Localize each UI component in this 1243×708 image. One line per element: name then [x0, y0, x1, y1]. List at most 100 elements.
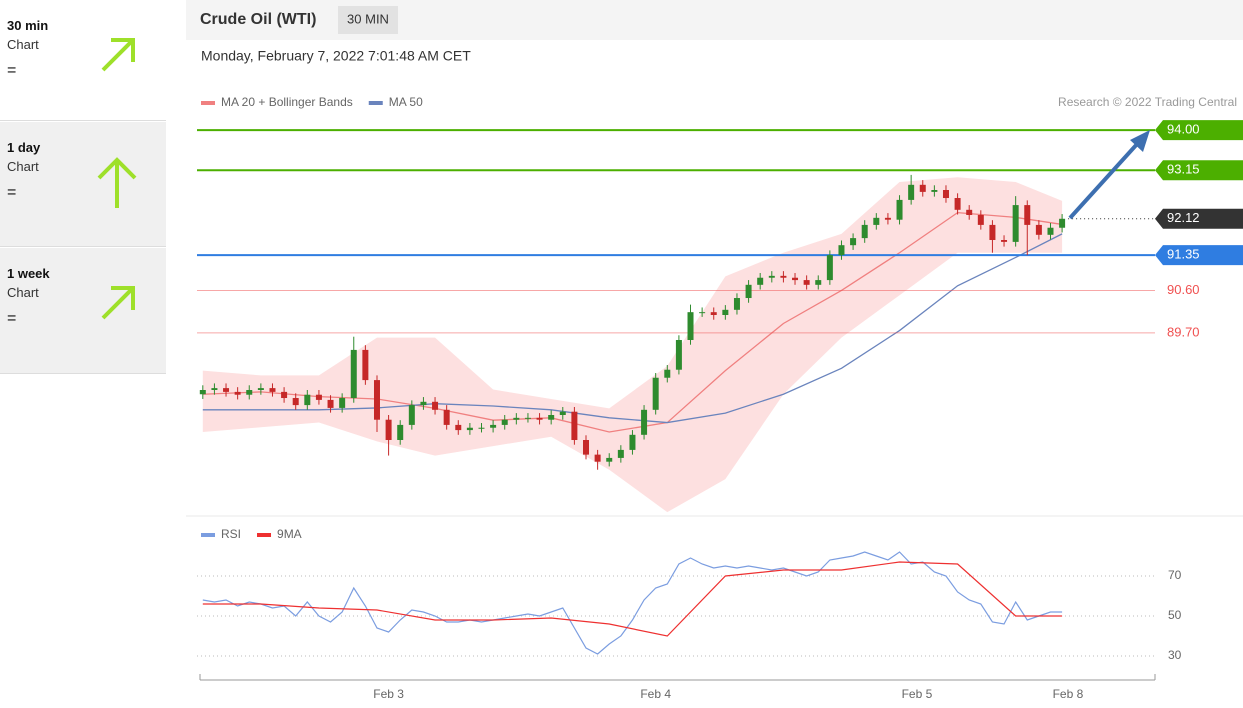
candle-body — [583, 440, 590, 455]
candle-body — [1001, 240, 1008, 242]
sidebar-item[interactable]: 1 week Chart = — [0, 248, 166, 374]
level-box — [1155, 245, 1243, 266]
x-tick-label: Feb 3 — [373, 687, 404, 701]
level-label: 89.70 — [1167, 324, 1200, 339]
sidebar-item[interactable]: 30 min Chart = — [0, 0, 166, 121]
candle-body — [675, 340, 682, 370]
y-tick-label: 70 — [1168, 568, 1182, 582]
legend-label: MA 20 + Bollinger Bands — [221, 95, 353, 109]
period: 30 min — [7, 18, 49, 33]
candle-body — [1024, 205, 1031, 225]
candle-body — [699, 312, 706, 314]
candle-body — [350, 349, 357, 399]
candle-body — [617, 449, 624, 458]
candle-body — [1035, 224, 1042, 235]
candle-body — [594, 454, 601, 462]
candle-body — [977, 215, 984, 225]
candle-body — [420, 401, 427, 406]
candle-body — [652, 377, 659, 410]
instrument-title: Crude Oil (WTI) — [200, 11, 316, 28]
period: 1 day — [7, 140, 41, 155]
legend-swatch — [257, 533, 272, 537]
candle-body — [710, 312, 717, 315]
sidebar-item[interactable]: 1 day Chart = — [0, 122, 166, 247]
candle-body — [722, 309, 729, 315]
interval-badge — [338, 6, 398, 34]
candle-body — [327, 399, 334, 408]
arrow-shaft — [1068, 141, 1140, 220]
candle-body — [908, 184, 915, 200]
level-label: 91.35 — [1167, 247, 1200, 262]
timestamp: Monday, February 7, 2022 7:01:48 AM CET — [201, 48, 471, 64]
level-box — [1155, 120, 1243, 141]
arrow-icon — [101, 286, 135, 320]
y-tick-label: 50 — [1168, 608, 1182, 622]
level-label: 93.15 — [1167, 162, 1200, 177]
candle-body — [919, 184, 926, 192]
candle-body — [223, 388, 230, 392]
legend-swatch — [201, 533, 215, 537]
candle-body — [792, 277, 799, 281]
candle-body — [780, 275, 787, 278]
candle-body — [757, 277, 764, 285]
indicator-line — [202, 551, 1063, 655]
x-tick-label: Feb 4 — [640, 687, 671, 701]
legend-swatch — [368, 101, 383, 105]
candle-body — [524, 417, 531, 419]
candle-body — [629, 434, 636, 450]
candle-body — [397, 424, 404, 440]
candle-body — [687, 312, 694, 340]
legend-swatch — [201, 101, 215, 105]
legend-label: MA 50 — [389, 95, 423, 109]
candle-body — [641, 409, 648, 435]
candle-body — [954, 198, 961, 210]
x-tick-label: Feb 5 — [902, 687, 933, 701]
candle-body — [292, 398, 299, 406]
candle-body — [490, 424, 497, 428]
candle-body — [838, 245, 845, 256]
candle-body — [850, 238, 857, 246]
candle-body — [443, 409, 450, 425]
level-label: 92.12 — [1167, 210, 1200, 225]
candle-body — [1012, 205, 1019, 242]
candle-body — [211, 388, 218, 390]
candle-body — [745, 284, 752, 299]
candle-body — [536, 417, 543, 420]
candle-body — [339, 398, 346, 408]
x-tick-label: Feb 8 — [1053, 687, 1084, 701]
y-tick-label: 30 — [1168, 648, 1182, 662]
target-arrow — [1068, 130, 1150, 220]
candle-body — [966, 209, 973, 215]
candle-body — [606, 457, 613, 462]
kind: Chart — [7, 285, 39, 300]
credit: Research © 2022 Trading Central — [1058, 95, 1237, 109]
kind: Chart — [7, 159, 39, 174]
candle-body — [815, 280, 822, 285]
candle-body — [269, 388, 276, 392]
moving-average — [202, 211, 1063, 433]
candle-body — [803, 280, 810, 285]
level-label: 90.60 — [1167, 282, 1200, 297]
candle-body — [373, 380, 380, 420]
candle-body — [826, 255, 833, 281]
candle-body — [199, 390, 206, 395]
candle-body — [362, 349, 369, 381]
legend-label: 9MA — [277, 527, 302, 541]
candle-body — [931, 190, 938, 192]
candle-body — [733, 298, 740, 310]
interval-label: 30 MIN — [347, 11, 389, 26]
candle-body — [281, 391, 288, 399]
level-box — [1155, 208, 1243, 229]
candle-body — [385, 419, 392, 440]
candle-body — [548, 415, 555, 420]
candle-body — [304, 394, 311, 406]
candle-body — [989, 224, 996, 240]
candle-body — [559, 411, 566, 415]
kind: Chart — [7, 37, 39, 52]
signal: = — [7, 310, 17, 327]
candle-body — [896, 199, 903, 220]
candle-body — [768, 275, 775, 278]
signal: = — [7, 184, 17, 201]
moving-average — [202, 233, 1063, 424]
